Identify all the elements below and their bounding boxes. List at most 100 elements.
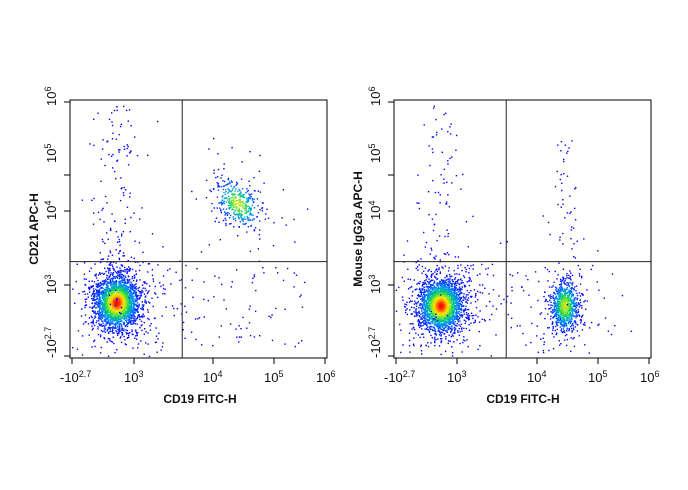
event-dot [121, 315, 124, 318]
event-dot [129, 292, 132, 294]
event-dot [212, 345, 214, 347]
event-dot [455, 316, 458, 318]
event-dot [99, 307, 101, 309]
event-dot [95, 313, 97, 315]
event-dot [105, 302, 107, 304]
event-dot [139, 292, 141, 294]
event-dot [439, 326, 441, 328]
event-dot [402, 344, 404, 346]
event-dot [129, 311, 131, 313]
event-dot [247, 197, 249, 199]
event-dot [205, 179, 208, 182]
event-dot [111, 213, 113, 215]
event-dot [121, 327, 123, 330]
event-dot [112, 320, 114, 322]
event-dot [235, 188, 237, 190]
event-dot [408, 301, 411, 303]
event-dot [119, 337, 121, 339]
event-dot [421, 353, 423, 355]
event-dot [237, 214, 240, 216]
event-dot [441, 285, 443, 287]
event-dot [464, 322, 466, 325]
event-dot [425, 315, 427, 317]
event-dot [115, 177, 117, 180]
event-dot [97, 301, 99, 303]
event-dot [442, 267, 444, 269]
event-dot [240, 194, 242, 196]
event-dot [173, 314, 175, 317]
event-dot [129, 293, 131, 295]
event-dot [136, 316, 139, 318]
event-dot [111, 138, 114, 140]
event-dot [234, 203, 236, 206]
event-dot [481, 292, 484, 294]
event-dot [303, 281, 306, 284]
event-dot [137, 305, 139, 307]
event-dot [448, 304, 450, 306]
event-dot [434, 340, 436, 342]
event-dot [453, 316, 456, 319]
event-dot [116, 109, 118, 112]
event-dot [123, 292, 125, 295]
event-dot [111, 329, 114, 331]
event-dot [424, 316, 426, 318]
event-dot [103, 294, 105, 297]
event-dot [228, 200, 231, 202]
event-dot [257, 205, 259, 207]
y-axis-label: CD21 APC-H [27, 193, 41, 265]
event-dot [97, 291, 99, 293]
event-dot [114, 323, 116, 326]
event-dot [97, 304, 99, 306]
event-dot [132, 285, 134, 288]
event-dot [420, 294, 422, 296]
event-dot [275, 267, 277, 269]
event-dot [226, 212, 228, 214]
event-dot [408, 345, 411, 347]
event-dot [104, 195, 107, 198]
event-dot [441, 292, 443, 294]
event-dot [235, 184, 237, 187]
event-dot [117, 328, 119, 330]
event-dot [84, 304, 86, 307]
event-dot [251, 197, 253, 200]
event-dot [248, 197, 251, 199]
event-dot [85, 298, 88, 300]
event-dot [118, 305, 120, 308]
event-dot [116, 349, 118, 351]
event-dot [92, 306, 94, 308]
event-dot [106, 318, 108, 321]
event-dot [236, 336, 238, 338]
event-dot [107, 327, 109, 329]
event-dot [118, 149, 120, 151]
event-dot [118, 241, 121, 243]
event-dot [423, 336, 425, 338]
event-dot [247, 199, 249, 201]
event-dot [107, 308, 109, 310]
event-dot [127, 296, 129, 298]
event-dot [116, 292, 118, 294]
event-dot [231, 199, 233, 202]
event-dot [107, 270, 110, 272]
event-dot [92, 223, 95, 225]
event-dot [422, 304, 424, 307]
event-dot [155, 341, 157, 344]
event-dot [139, 295, 141, 297]
event-dot [447, 340, 450, 342]
event-dot [451, 325, 453, 327]
event-dot [425, 310, 427, 313]
event-dot [136, 309, 139, 312]
event-dot [105, 316, 108, 319]
event-dot [455, 303, 458, 305]
event-dot [217, 189, 220, 191]
event-dot [127, 333, 130, 335]
event-dot [237, 215, 239, 217]
event-dot [445, 305, 448, 307]
event-dot [136, 279, 138, 281]
event-dot [128, 268, 131, 270]
event-dot [111, 273, 114, 276]
event-dot [438, 325, 440, 328]
event-dot [107, 314, 109, 316]
event-dot [106, 299, 109, 301]
event-dot [118, 331, 120, 333]
event-dot [132, 296, 134, 299]
